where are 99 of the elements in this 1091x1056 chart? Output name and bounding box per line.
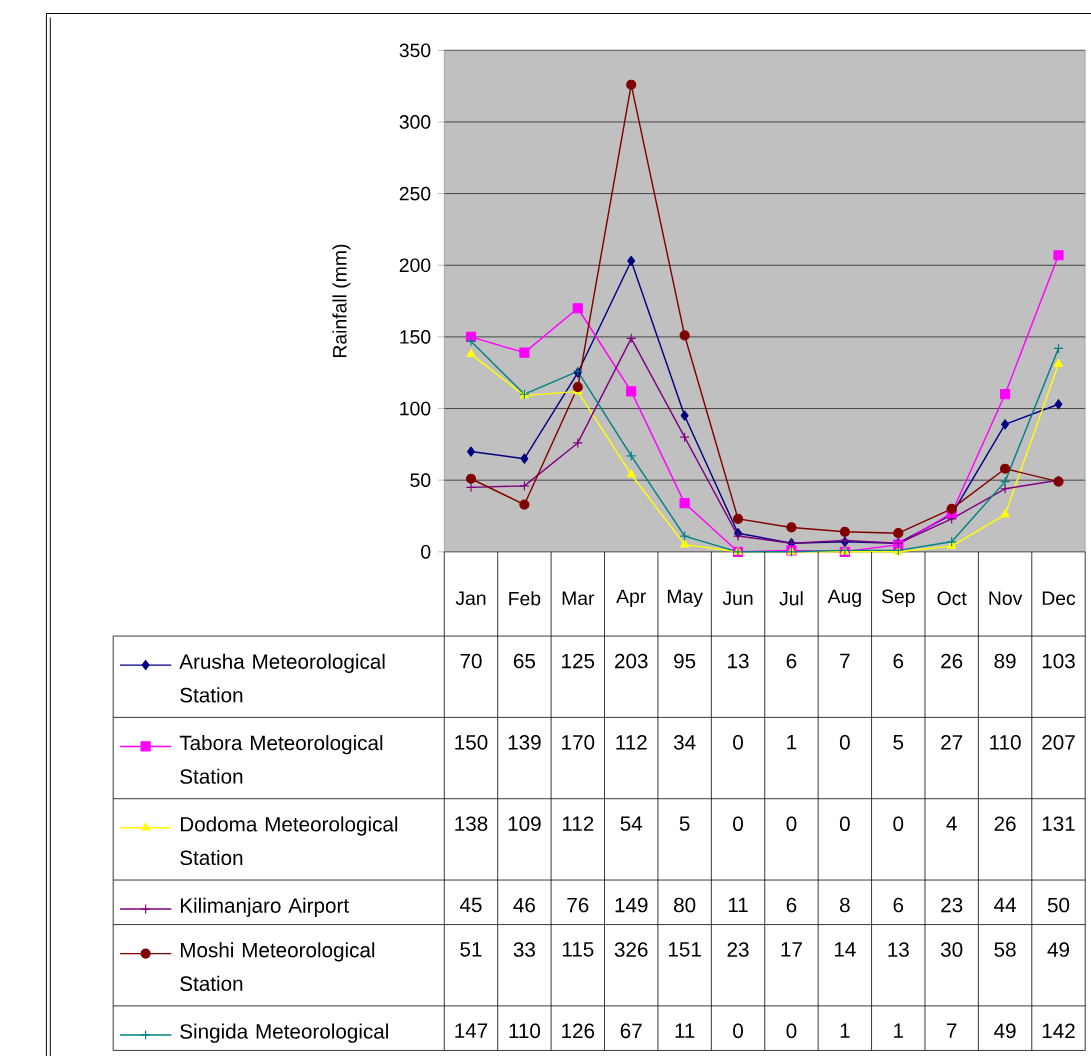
- y-tick-label: 200: [399, 258, 431, 272]
- legend-label: Moshi Meteorological Station: [180, 942, 375, 991]
- data-label: 109: [508, 816, 541, 831]
- y-axis-title: Rainfall (mm): [332, 244, 351, 357]
- data-label: 33: [513, 942, 535, 957]
- data-label: 67: [620, 1023, 642, 1039]
- data-label: 142: [1042, 1023, 1075, 1038]
- data-label: 44: [994, 897, 1016, 912]
- data-label: 139: [508, 734, 541, 750]
- data-label: 5: [679, 816, 690, 831]
- data-label: 203: [615, 653, 648, 669]
- data-label: 0: [786, 816, 797, 831]
- y-tick-label: 100: [400, 401, 431, 416]
- x-tick-label: Feb: [509, 591, 541, 606]
- y-tick-label: 300: [399, 115, 431, 129]
- data-label: 8: [840, 897, 850, 913]
- data-label: 11: [675, 1023, 695, 1038]
- data-label: 126: [562, 1023, 595, 1039]
- data-label: 70: [460, 653, 482, 669]
- data-label: 13: [728, 653, 749, 669]
- data-label: 6: [893, 897, 904, 913]
- legend-label: Arusha Meteorological Station: [179, 653, 385, 703]
- data-label: 49: [1047, 942, 1069, 957]
- data-label: 26: [941, 653, 963, 669]
- data-label: 138: [455, 816, 488, 831]
- data-label: 125: [562, 653, 595, 669]
- x-tick-label: Jun: [722, 591, 753, 605]
- data-label: 7: [946, 1023, 957, 1038]
- data-label: 58: [994, 942, 1016, 957]
- data-label: 149: [615, 897, 648, 913]
- data-label: 6: [893, 653, 904, 669]
- data-label: 0: [893, 816, 904, 831]
- data-label: 95: [674, 653, 696, 669]
- data-label: 13: [888, 942, 909, 957]
- data-label: 4: [946, 816, 957, 831]
- y-tick-label: 350: [399, 43, 431, 58]
- data-label: 23: [727, 942, 749, 957]
- data-label: 0: [733, 816, 743, 831]
- x-tick-label: Sep: [881, 589, 915, 607]
- data-label: 110: [509, 1023, 541, 1039]
- data-label: 30: [940, 942, 963, 957]
- data-label: 110: [990, 734, 1021, 750]
- data-label: 5: [893, 734, 904, 750]
- data-label: 112: [616, 734, 647, 750]
- data-label: 112: [562, 816, 594, 831]
- y-tick-label: 50: [410, 473, 431, 487]
- data-label: 54: [620, 816, 643, 831]
- x-tick-label: Nov: [989, 591, 1023, 605]
- y-tick-label: 0: [421, 544, 431, 559]
- data-label: 326: [614, 942, 648, 957]
- data-label: 7: [840, 653, 850, 668]
- data-label: 0: [733, 734, 743, 750]
- data-label: 34: [673, 734, 696, 750]
- x-tick-label: Dec: [1042, 591, 1076, 605]
- legend-label: Singida Meteorological: [180, 1023, 388, 1043]
- data-label: 150: [455, 734, 488, 750]
- data-label: 76: [567, 897, 589, 913]
- legend-label: Dodoma Meteorological Station: [180, 816, 398, 866]
- data-label: 46: [513, 897, 535, 913]
- data-label: 26: [994, 816, 1016, 831]
- data-label: 23: [941, 897, 963, 913]
- data-label: 49: [994, 1023, 1016, 1039]
- data-label: 0: [786, 1023, 797, 1039]
- data-label: 151: [668, 942, 701, 957]
- data-label: 1: [894, 1023, 903, 1038]
- data-label: 17: [781, 942, 802, 957]
- data-label: 147: [455, 1023, 488, 1038]
- data-label: 89: [994, 653, 1016, 669]
- x-tick-label: Oct: [937, 591, 967, 606]
- data-label: 115: [562, 942, 594, 957]
- data-label: 170: [562, 734, 595, 750]
- data-label: 103: [1042, 653, 1075, 669]
- y-tick-label: 150: [400, 329, 431, 344]
- legend-label: Tabora Meteorological Station: [179, 734, 383, 784]
- data-label: 131: [1042, 816, 1075, 831]
- data-label: 6: [786, 897, 797, 913]
- data-label: 51: [460, 942, 482, 957]
- data-label: 14: [834, 942, 856, 957]
- x-tick-label: Jul: [779, 591, 803, 606]
- data-label: 0: [733, 1023, 743, 1039]
- data-label: 65: [513, 653, 536, 669]
- y-tick-label: 250: [399, 186, 431, 201]
- x-tick-label: Jan: [455, 591, 486, 605]
- data-label: 0: [839, 734, 850, 750]
- data-label: 11: [728, 897, 748, 912]
- legend-label: Kilimanjaro Airport: [180, 897, 349, 917]
- data-label: 80: [674, 897, 696, 913]
- x-tick-label: Mar: [562, 591, 595, 605]
- data-label: 1: [840, 1023, 850, 1038]
- data-label: 6: [786, 653, 797, 669]
- data-label: 45: [459, 897, 482, 913]
- data-label: 207: [1042, 734, 1075, 750]
- x-tick-label: Aug: [827, 589, 861, 607]
- data-label: 1: [787, 734, 797, 750]
- x-tick-label: Apr: [616, 589, 646, 607]
- x-tick-label: May: [667, 589, 703, 607]
- data-label: 0: [839, 816, 850, 831]
- data-label: 50: [1047, 897, 1070, 913]
- data-label: 27: [941, 734, 963, 750]
